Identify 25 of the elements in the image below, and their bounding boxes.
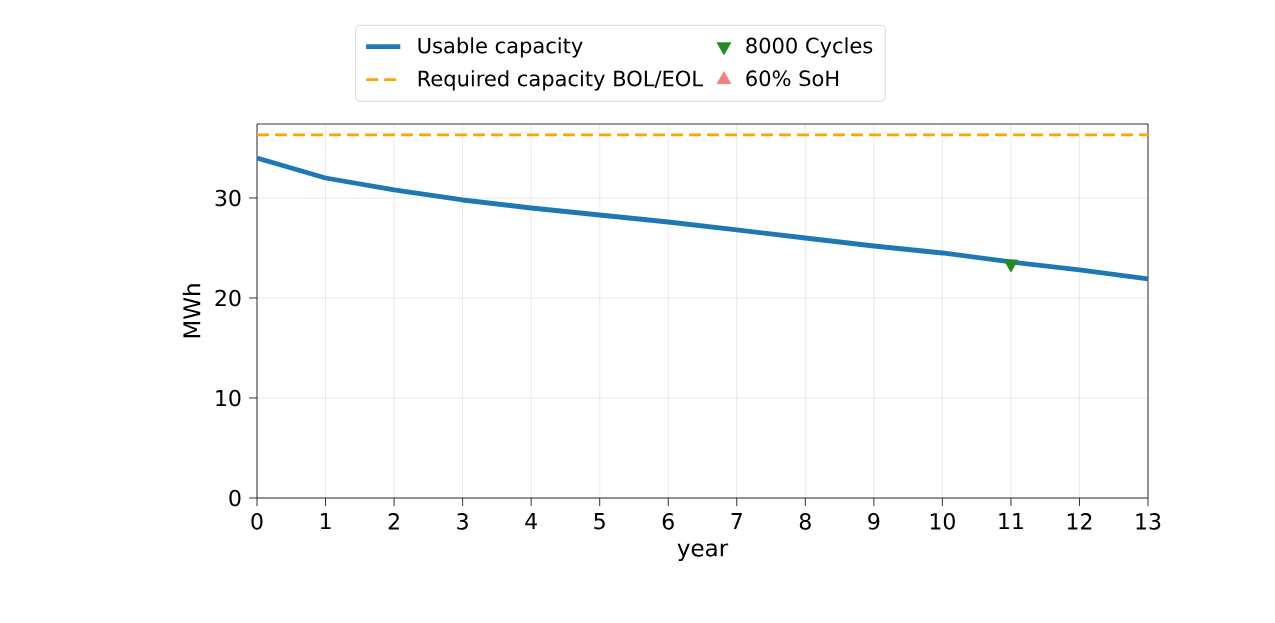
legend-label: 60% SoH	[746, 70, 839, 87]
y-tick-label: 20	[215, 289, 241, 307]
x-tick-label: 0	[251, 513, 263, 530]
x-tick-label: 11	[999, 513, 1023, 530]
y-tick-label: 30	[215, 189, 241, 207]
x-tick-label: 2	[388, 513, 399, 530]
x-tick-label: 3	[457, 513, 468, 530]
x-tick-label: 10	[930, 513, 955, 530]
x-tick-label: 4	[525, 513, 537, 530]
y-axis-title: MWh	[182, 284, 201, 338]
y-tick-label: 0	[229, 489, 241, 507]
x-tick-label: 12	[1067, 513, 1092, 530]
legend-label: Usable capacity	[418, 37, 583, 58]
x-tick-label: 9	[868, 513, 880, 530]
y-tick-label: 10	[216, 389, 241, 407]
legend-label: 8000 Cycles	[746, 37, 873, 58]
legend-label: Required capacity BOL/EOL	[418, 70, 703, 91]
x-tick-label: 5	[594, 513, 605, 530]
x-tick-label: 8	[799, 513, 811, 530]
x-tick-label: 7	[731, 513, 742, 530]
x-tick-label: 6	[662, 513, 674, 530]
x-tick-label: 13	[1136, 513, 1161, 530]
line-series	[257, 155, 1148, 282]
x-tick-label: 1	[320, 513, 331, 530]
x-axis-title: year	[677, 543, 729, 562]
